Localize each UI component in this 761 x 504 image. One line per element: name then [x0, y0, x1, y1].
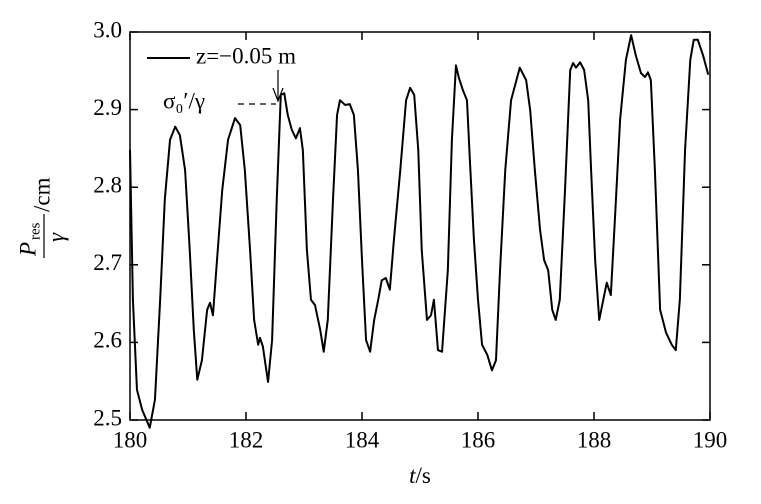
x-tick-label: 180	[113, 427, 148, 452]
y-label-subscript: res	[27, 222, 43, 240]
y-tick-label: 2.5	[93, 405, 122, 430]
y-tick-label: 2.7	[93, 250, 122, 275]
y-tick-label: 2.6	[93, 328, 122, 353]
y-label-unit: /cm	[29, 177, 54, 212]
x-label-symbol: t	[409, 463, 416, 488]
x-tick-label: 186	[461, 427, 496, 452]
x-tick-label: 190	[693, 427, 728, 452]
plot-frame	[129, 31, 711, 421]
x-label-unit: /s	[416, 463, 431, 488]
y-tick-label: 2.8	[93, 172, 122, 197]
x-tick-label: 184	[345, 427, 380, 452]
x-axis-label: t/s	[409, 463, 431, 488]
arrow-head	[272, 87, 284, 103]
x-tick-label: 188	[577, 427, 612, 452]
y-tick-label: 3.0	[93, 17, 122, 42]
x-tick-label: 182	[229, 427, 264, 452]
y-label-denominator: γ	[43, 232, 68, 242]
y-label-numerator: P	[15, 242, 40, 257]
legend-label: z=−0.05 m	[196, 43, 296, 68]
annotation: σ₀′/γ	[163, 88, 205, 113]
data-line	[129, 34, 710, 429]
y-axis-label: P res γ /cm	[15, 177, 68, 258]
y-tick-label: 2.9	[93, 95, 122, 120]
